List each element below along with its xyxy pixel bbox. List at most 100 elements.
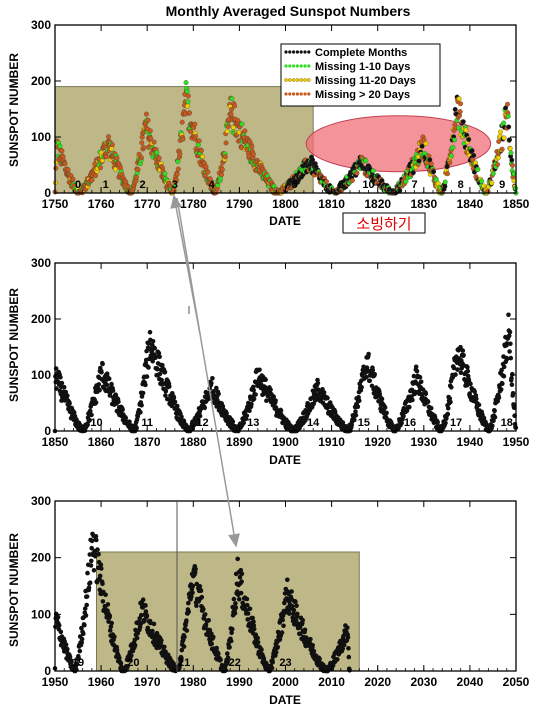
data-point (87, 580, 93, 585)
x-tick-label: 1950 (503, 435, 530, 449)
data-point (190, 583, 196, 589)
data-point (263, 377, 268, 383)
data-point (366, 351, 371, 357)
cycle-number-label: 22 (229, 657, 241, 669)
data-point (159, 377, 164, 383)
data-point (407, 404, 412, 410)
data-point (230, 419, 236, 424)
data-point (244, 413, 250, 419)
panel-1-cycle-labels: 0 1 2 3 4 5 6 10 7 8 9 (75, 179, 505, 191)
data-point (445, 411, 451, 417)
cycle-number-label: 8 (458, 179, 464, 191)
panel-2-y-axis-label: SUNSPOT NUMBER (7, 288, 21, 402)
data-point (62, 161, 68, 167)
data-point (100, 599, 106, 604)
data-point (183, 80, 189, 86)
data-point (249, 144, 255, 149)
data-point (89, 177, 95, 183)
x-tick-label: 1830 (410, 197, 437, 211)
x-tick-label: 2040 (457, 675, 484, 689)
data-point (194, 603, 199, 608)
data-point (109, 620, 114, 626)
data-point (287, 611, 292, 616)
data-point (425, 399, 431, 405)
data-point (140, 597, 146, 602)
annotation-text: 소빙하기 (356, 216, 411, 233)
legend-dot (284, 64, 288, 68)
data-point (223, 667, 229, 673)
data-point (82, 622, 87, 628)
data-point (185, 93, 191, 99)
panel-3-y-axis-label: SUNSPOT NUMBER (7, 533, 21, 647)
data-point (251, 387, 256, 393)
data-point (84, 602, 89, 608)
data-point (58, 375, 63, 380)
data-point (419, 143, 425, 149)
data-point (109, 381, 114, 387)
data-point (224, 411, 229, 416)
data-point (188, 129, 194, 135)
data-point (143, 111, 149, 117)
data-point (509, 375, 514, 381)
data-point (397, 188, 403, 193)
panel-1-axes: 1750 1760 1770 1780 1790 1800 1810 1820 1830 1840… (31, 18, 530, 211)
data-point (109, 142, 115, 148)
data-point (275, 644, 281, 650)
cycle-number-label: 9 (499, 179, 505, 191)
legend-dot (307, 64, 311, 68)
cycle-number-label: 20 (127, 657, 139, 669)
legend-dot (292, 92, 296, 96)
data-point (107, 613, 113, 619)
data-point (218, 657, 223, 663)
data-point (58, 629, 64, 635)
data-point (498, 387, 504, 392)
data-point (205, 169, 211, 175)
highlight-ellipse (305, 115, 492, 173)
data-point (150, 339, 156, 344)
y-tick-label: 200 (31, 312, 51, 326)
data-point (88, 563, 94, 568)
panel-1950-2050: 1950 1960 1970 1980 1990 2000 2010 2020 2030 2040… (7, 494, 530, 707)
data-point (509, 157, 515, 163)
data-point (59, 148, 65, 154)
data-point (228, 111, 234, 117)
data-point (193, 133, 199, 139)
data-point (98, 165, 103, 171)
data-point (359, 385, 364, 390)
cycle-number-label: 11 (141, 417, 153, 429)
data-point (253, 392, 258, 397)
legend-dot (303, 50, 307, 54)
data-point (435, 420, 441, 425)
cycle-number-label: 5 (292, 179, 298, 191)
data-point (465, 368, 471, 374)
x-tick-label: 1970 (134, 675, 161, 689)
data-point (67, 401, 72, 406)
data-point (335, 657, 340, 662)
data-point (423, 391, 429, 397)
data-point (65, 393, 70, 399)
legend: Complete Months Missing 1-10 Days Missin… (280, 43, 441, 107)
data-point (273, 649, 279, 655)
data-point (214, 645, 219, 651)
x-tick-label: 1900 (272, 435, 299, 449)
data-point (175, 166, 181, 172)
data-point (346, 646, 351, 651)
x-tick-label: 1790 (226, 197, 253, 211)
data-point (83, 613, 89, 618)
cycle-number-label: 12 (196, 417, 208, 429)
legend-dot (299, 92, 303, 96)
x-tick-label: 1810 (318, 197, 345, 211)
legend-dot (295, 50, 299, 54)
data-point (186, 609, 191, 614)
data-point (193, 566, 198, 572)
data-point (413, 364, 419, 370)
data-point (247, 408, 252, 414)
data-point (180, 136, 186, 142)
data-point (70, 176, 76, 182)
data-point (156, 350, 162, 356)
data-point (259, 647, 264, 653)
data-point (431, 169, 437, 175)
data-point (139, 403, 144, 408)
panel-1-x-axis-label: DATE (269, 214, 301, 228)
data-point (476, 402, 482, 408)
